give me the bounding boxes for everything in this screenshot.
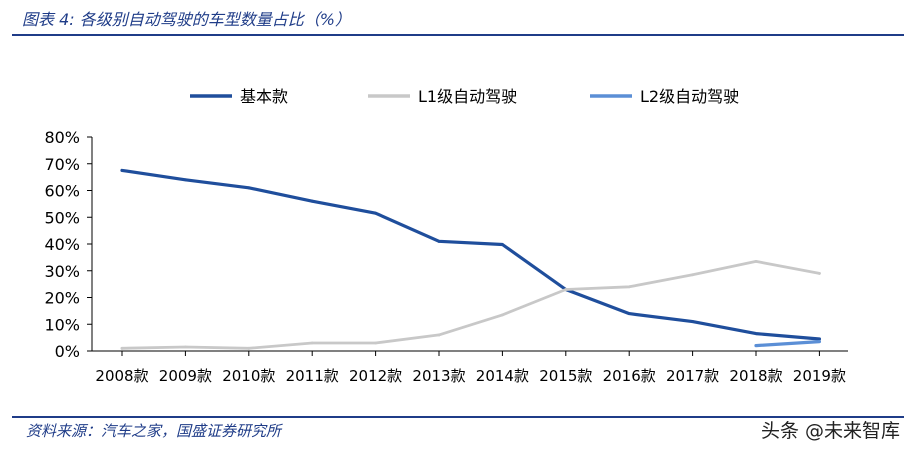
x-tick-label: 2009款 — [159, 367, 212, 385]
series-1-point — [437, 333, 441, 337]
series-0-point — [501, 243, 504, 246]
series-2-point — [818, 340, 821, 344]
series-line-0 — [120, 168, 821, 341]
series-0-point — [691, 320, 694, 323]
series-0-point — [120, 169, 124, 172]
y-tick-label: 20% — [44, 289, 80, 308]
series-1-point — [501, 313, 504, 317]
series-1-point — [247, 346, 251, 350]
series-0-point — [247, 186, 251, 190]
series-1-point — [120, 346, 124, 350]
y-tick-label: 30% — [44, 262, 80, 281]
series-0-point — [184, 178, 187, 182]
series-0-point — [754, 332, 758, 336]
source-note: 资料来源：汽车之家，国盛证券研究所 — [26, 422, 282, 440]
series-0-point — [818, 337, 821, 341]
legend-label-2: L2级自动驾驶 — [640, 87, 739, 106]
x-tick-label: 2010款 — [222, 367, 275, 385]
watermark: 头条 @未来智库 — [760, 420, 900, 442]
x-tick-label: 2018款 — [729, 367, 782, 385]
x-tick-label: 2015款 — [539, 367, 592, 385]
series-1-point — [627, 285, 631, 289]
series-1-point — [374, 341, 377, 345]
figure-title: 图表 4: 各级别自动驾驶的车型数量占比（%） — [22, 10, 351, 29]
y-tick-label: 50% — [44, 208, 80, 227]
x-tick-label: 2014款 — [476, 367, 529, 385]
series-0-point — [437, 239, 441, 243]
y-tick-label: 10% — [44, 315, 80, 334]
series-line-1 — [120, 260, 821, 350]
x-tick-label: 2016款 — [603, 367, 656, 385]
x-tick-label: 2011款 — [286, 367, 339, 385]
series-1-point — [691, 273, 694, 277]
series-1-point — [310, 341, 314, 345]
y-tick-label: 0% — [55, 342, 80, 361]
series-2-point — [754, 344, 758, 348]
x-tick-label: 2012款 — [349, 367, 402, 385]
series-1-point — [754, 259, 758, 263]
y-tick-label: 60% — [44, 182, 80, 201]
y-tick-label: 40% — [44, 235, 80, 254]
series-0-point — [627, 312, 631, 315]
x-tick-label: 2017款 — [666, 367, 719, 385]
y-tick-label: 70% — [44, 155, 80, 174]
x-tick-label: 2008款 — [95, 367, 148, 385]
x-tick-label: 2019款 — [793, 367, 846, 385]
legend-label-0: 基本款 — [240, 87, 288, 106]
series-1-point — [564, 288, 568, 291]
series-0-point — [374, 211, 377, 215]
y-tick-label: 80% — [44, 128, 80, 147]
legend-label-1: L1级自动驾驶 — [418, 87, 517, 106]
series-1-point — [818, 272, 821, 275]
x-tick-label: 2013款 — [412, 367, 465, 385]
series-0-point — [310, 199, 314, 203]
series-1-point — [184, 345, 187, 349]
bottom-rule — [12, 416, 904, 418]
top-rule — [12, 34, 904, 36]
series-line-2 — [754, 340, 821, 348]
